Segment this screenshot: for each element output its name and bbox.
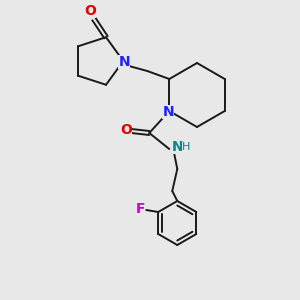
Text: N: N	[118, 55, 130, 69]
Text: O: O	[84, 4, 96, 18]
Text: N: N	[172, 140, 183, 154]
Text: H: H	[182, 142, 190, 152]
Text: O: O	[120, 123, 132, 137]
Text: N: N	[163, 105, 174, 119]
Text: F: F	[136, 202, 145, 216]
